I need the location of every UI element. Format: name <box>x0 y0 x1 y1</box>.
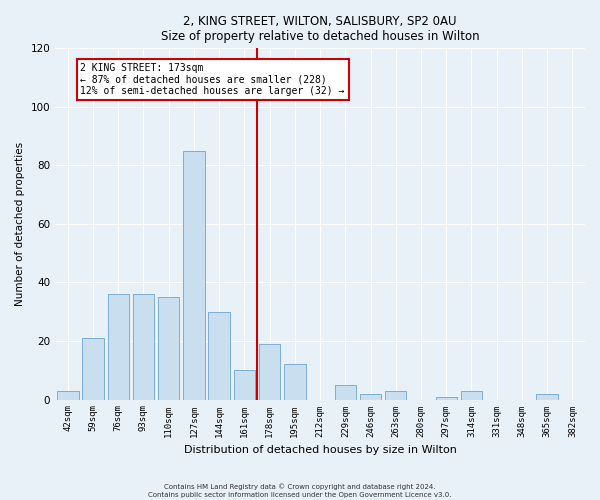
Bar <box>208 312 230 400</box>
Bar <box>259 344 280 400</box>
Title: 2, KING STREET, WILTON, SALISBURY, SP2 0AU
Size of property relative to detached: 2, KING STREET, WILTON, SALISBURY, SP2 0… <box>161 15 479 43</box>
Bar <box>107 294 129 400</box>
Bar <box>284 364 305 400</box>
Bar <box>385 391 406 400</box>
Bar <box>82 338 104 400</box>
X-axis label: Distribution of detached houses by size in Wilton: Distribution of detached houses by size … <box>184 445 457 455</box>
Bar <box>158 297 179 400</box>
Bar <box>436 396 457 400</box>
Bar <box>536 394 558 400</box>
Bar <box>133 294 154 400</box>
Bar <box>57 391 79 400</box>
Bar <box>461 391 482 400</box>
Text: Contains HM Land Registry data © Crown copyright and database right 2024.
Contai: Contains HM Land Registry data © Crown c… <box>148 484 452 498</box>
Y-axis label: Number of detached properties: Number of detached properties <box>15 142 25 306</box>
Bar <box>335 385 356 400</box>
Bar <box>233 370 255 400</box>
Text: 2 KING STREET: 173sqm
← 87% of detached houses are smaller (228)
12% of semi-det: 2 KING STREET: 173sqm ← 87% of detached … <box>80 63 345 96</box>
Bar <box>360 394 381 400</box>
Bar <box>183 151 205 400</box>
